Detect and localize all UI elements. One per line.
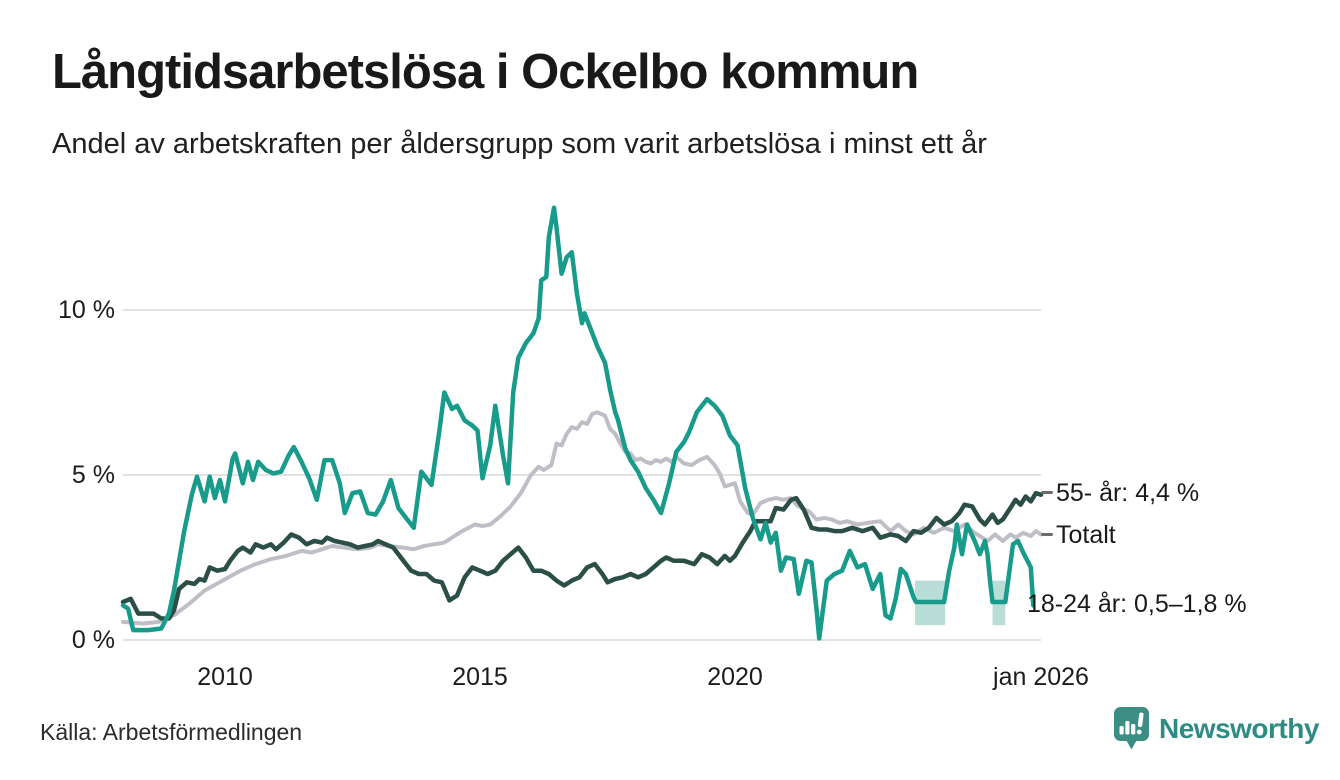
series-line-55-r xyxy=(120,490,1044,621)
series-label-18-24-ar: 18-24 år: 0,5–1,8 % xyxy=(1027,590,1247,618)
label-connector-totalt xyxy=(1041,533,1053,536)
series-label-totalt: Totalt xyxy=(1056,521,1116,549)
y-tick-5: 5 % xyxy=(71,461,115,489)
newsworthy-wordmark: Newsworthy xyxy=(1159,713,1319,744)
x-tick-2020: 2020 xyxy=(707,663,763,691)
series-line-18-24-r xyxy=(120,205,1036,641)
source-note: Källa: Arbetsförmedlingen xyxy=(40,719,303,745)
y-tick-0: 0 % xyxy=(71,626,115,654)
label-connector-55 xyxy=(1041,491,1053,494)
x-tick-jan-2026: jan 2026 xyxy=(993,663,1089,691)
page-subtitle: Andel av arbetskraften per åldersgrupp s… xyxy=(52,128,987,160)
series-line-totalt xyxy=(121,410,1043,626)
bar-chart-glyph xyxy=(1119,712,1144,735)
newsworthy-pin-icon xyxy=(1114,707,1149,750)
series-label-55-ar: 55- år: 4,4 % xyxy=(1056,479,1200,507)
newsworthy-logo[interactable]: Newsworthy xyxy=(1113,706,1319,752)
x-tick-2010: 2010 xyxy=(197,663,253,691)
x-tick-2015: 2015 xyxy=(452,663,508,691)
page-title: Långtidsarbetslösa i Ockelbo kommun xyxy=(52,45,919,99)
y-tick-10: 10 % xyxy=(58,296,115,324)
